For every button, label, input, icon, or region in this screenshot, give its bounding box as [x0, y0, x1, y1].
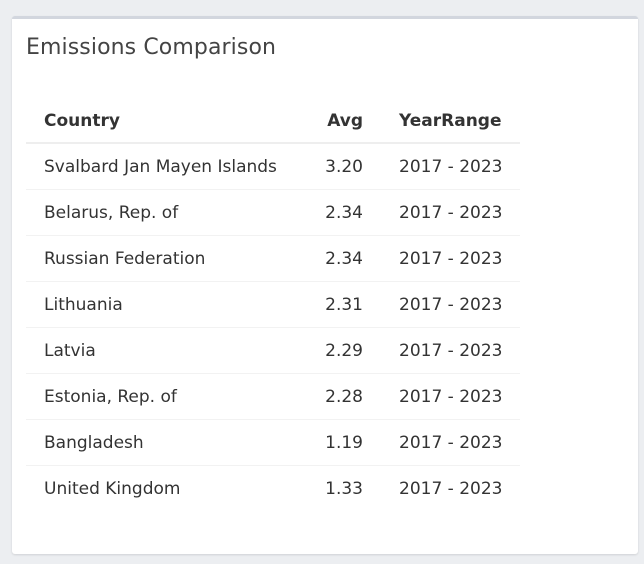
cell-avg: 1.19: [305, 419, 381, 466]
table-row: United Kingdom 1.33 2017 - 2023: [26, 466, 520, 512]
cell-country: Belarus, Rep. of: [26, 189, 305, 236]
cell-country: Latvia: [26, 327, 305, 374]
cell-year-range: 2017 - 2023: [381, 235, 521, 282]
table-row: Bangladesh 1.19 2017 - 2023: [26, 419, 521, 466]
cell-avg: 2.34: [305, 235, 381, 282]
cell-year-range: 2017 - 2023: [381, 373, 521, 420]
emissions-table: Country Avg YearRange Svalbard Jan Mayen…: [26, 99, 521, 512]
cell-avg: 3.20: [305, 143, 381, 190]
cell-country: Estonia, Rep. of: [26, 373, 305, 420]
cell-year-range: 2017 - 2023: [399, 478, 503, 499]
cell-avg: 1.33: [325, 478, 363, 499]
cell-year-range: 2017 - 2023: [381, 281, 521, 328]
table-row: Svalbard Jan Mayen Islands 3.20 2017 - 2…: [26, 143, 521, 190]
cell-year-range: 2017 - 2023: [381, 327, 521, 374]
table-row: Estonia, Rep. of 2.28 2017 - 2023: [26, 373, 521, 420]
table-row: Belarus, Rep. of 2.34 2017 - 2023: [26, 189, 521, 236]
cell-avg: 2.29: [305, 327, 381, 374]
emissions-panel: Emissions Comparison Country Avg YearRan…: [12, 16, 638, 554]
table-header-row: Country Avg YearRange: [26, 99, 521, 144]
table-row: Russian Federation 2.34 2017 - 2023: [26, 235, 521, 282]
header-year-range: YearRange: [381, 99, 521, 144]
cell-avg: 2.34: [305, 189, 381, 236]
cell-country: Lithuania: [26, 281, 305, 328]
cell-avg: 2.31: [305, 281, 381, 328]
cell-year-range: 2017 - 2023: [381, 419, 521, 466]
cell-year-range: 2017 - 2023: [381, 143, 521, 190]
cell-country: Svalbard Jan Mayen Islands: [26, 143, 305, 190]
cell-avg: 2.28: [305, 373, 381, 420]
cell-country: Bangladesh: [26, 419, 305, 466]
cell-country: Russian Federation: [26, 235, 305, 282]
table-row: Lithuania 2.31 2017 - 2023: [26, 281, 521, 328]
table-row: Latvia 2.29 2017 - 2023: [26, 327, 521, 374]
header-avg: Avg: [305, 99, 381, 144]
cell-country: United Kingdom: [44, 478, 181, 499]
cell-year-range: 2017 - 2023: [381, 189, 521, 236]
panel-title: Emissions Comparison: [26, 35, 277, 60]
header-country: Country: [26, 99, 305, 144]
